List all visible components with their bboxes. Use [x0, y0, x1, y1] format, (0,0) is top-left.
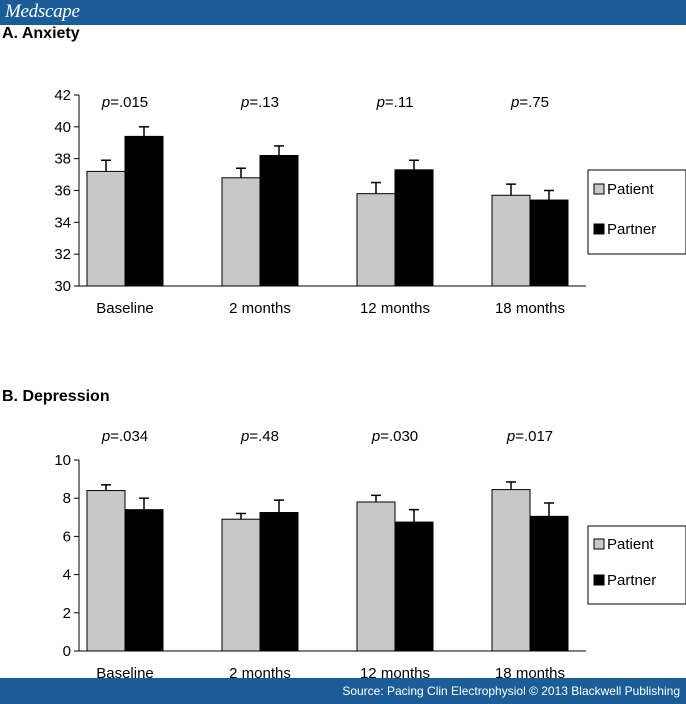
footer-bar: Source: Pacing Clin Electrophysiol © 201…: [0, 678, 686, 704]
bar-patient: [491, 489, 531, 652]
y-tick-label: 38: [54, 151, 71, 168]
bar-partner: [259, 512, 299, 652]
x-tick-label: 18 months: [495, 665, 565, 682]
medscape-logo: Medscape: [5, 1, 80, 22]
legend-swatch-partner: [593, 223, 605, 235]
legend-swatch-patient: [593, 538, 605, 550]
p-value-label: p=.017: [506, 428, 553, 445]
y-tick-label: 6: [63, 528, 71, 545]
bar-patient: [491, 194, 531, 287]
x-tick-label: 18 months: [495, 300, 565, 317]
bar-partner: [529, 515, 569, 652]
chart-title: A. Anxiety: [2, 25, 80, 42]
p-value-label: p=.015: [101, 94, 148, 111]
y-tick-label: 42: [54, 87, 71, 104]
legend-swatch-patient: [593, 183, 605, 195]
y-tick-label: 36: [54, 183, 71, 200]
p-value-label: p=.034: [101, 428, 148, 445]
chart-title: B. Depression: [2, 388, 110, 405]
legend-label-partner: Partner: [607, 221, 656, 238]
chart-anxiety: A. Anxiety 30 32 34 36 38 40 42 Baseline p=.015 2 …: [2, 25, 686, 317]
x-tick-label: Baseline: [96, 665, 154, 682]
p-value-label: p=.75: [510, 94, 549, 111]
x-tick-label: 12 months: [360, 300, 430, 317]
bar-patient: [86, 170, 126, 287]
bar-patient: [86, 490, 126, 652]
y-tick-label: 4: [63, 567, 71, 584]
y-tick-label: 8: [63, 490, 71, 507]
bar-patient: [356, 193, 396, 287]
x-tick-label: 2 months: [229, 300, 291, 317]
y-tick-label: 0: [63, 643, 71, 660]
bar-partner: [124, 509, 164, 652]
source-caption: Source: Pacing Clin Electrophysiol © 201…: [342, 684, 680, 698]
y-tick-label: 10: [54, 452, 71, 469]
bar-patient: [221, 518, 261, 652]
bar-partner: [394, 169, 434, 287]
y-tick-label: 32: [54, 246, 71, 263]
bar-partner: [529, 199, 569, 287]
p-value-label: p=.11: [376, 94, 414, 111]
legend-label-partner: Partner: [607, 572, 656, 589]
legend-swatch-partner: [593, 574, 605, 586]
header-bar: Medscape: [0, 0, 686, 25]
bar-partner: [124, 135, 164, 287]
chart-depression: B. Depression 0 2 4 6 8 10 Baseline p=.034 2 mont…: [2, 388, 686, 682]
bar-partner: [259, 154, 299, 287]
legend-label-patient: Patient: [607, 536, 655, 553]
bar-partner: [394, 521, 434, 652]
legend-label-patient: Patient: [607, 181, 655, 198]
p-value-label: p=.030: [371, 428, 418, 445]
x-tick-label: 2 months: [229, 665, 291, 682]
x-tick-label: Baseline: [96, 300, 154, 317]
y-tick-label: 40: [54, 119, 71, 136]
p-value-label: p=.48: [240, 428, 279, 445]
bar-patient: [221, 177, 261, 287]
x-tick-label: 12 months: [360, 665, 430, 682]
y-tick-label: 30: [54, 278, 71, 295]
y-tick-label: 2: [63, 605, 71, 622]
y-tick-label: 34: [54, 214, 71, 231]
p-value-label: p=.13: [240, 94, 279, 111]
bar-patient: [356, 501, 396, 652]
